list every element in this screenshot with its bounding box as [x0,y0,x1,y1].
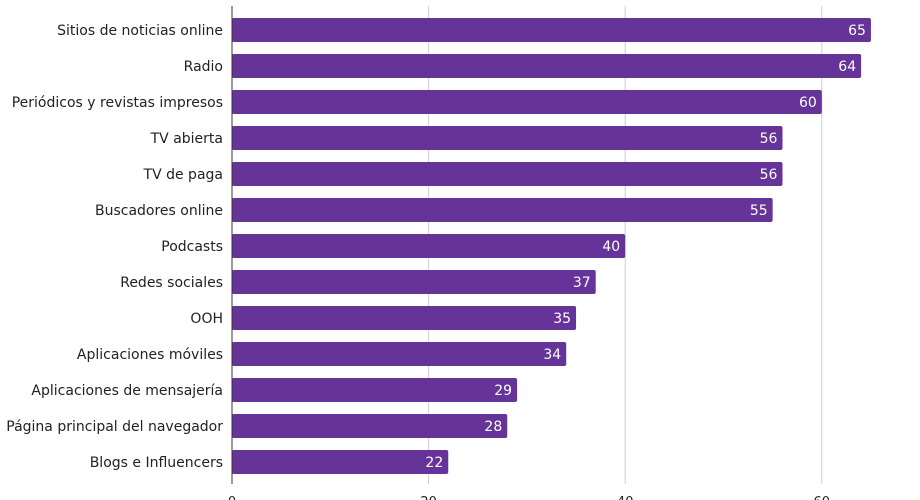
bar-value-label: 56 [760,131,778,147]
category-label: Aplicaciones móviles [77,347,223,363]
x-tick-label: 40 [617,495,634,500]
x-axis-ticks: 0 20 40 60 [228,495,830,500]
bar-value-label: 22 [425,455,443,471]
category-label: OOH [190,311,223,327]
bar-value-label: 55 [750,203,768,219]
x-tick-label: 20 [420,495,437,500]
bar [232,54,862,78]
value-labels: 65 64 60 56 56 55 40 37 35 34 29 28 22 [425,23,866,471]
bars [232,18,871,474]
bar [232,234,626,258]
bar-value-label: 56 [760,167,778,183]
bar-value-label: 35 [553,311,571,327]
bar-value-label: 65 [848,23,866,39]
bar [232,270,596,294]
category-label: Radio [184,59,223,75]
category-label: Periódicos y revistas impresos [12,95,223,111]
bar-value-label: 28 [484,419,502,435]
category-label: TV abierta [150,131,223,147]
bar [232,162,783,186]
category-label: Sitios de noticias online [57,23,223,39]
bar [232,450,449,474]
bar [232,378,518,402]
category-label: TV de paga [143,167,223,183]
bar-value-label: 34 [543,347,561,363]
bar [232,198,773,222]
bar [232,342,567,366]
bar-value-label: 29 [494,383,512,399]
category-label: Página principal del navegador [6,419,223,435]
bar [232,306,577,330]
bar-value-label: 64 [838,59,856,75]
x-tick-label: 0 [228,495,236,500]
bar-value-label: 40 [602,239,620,255]
bar [232,414,508,438]
x-tick-label: 60 [814,495,831,500]
category-label: Podcasts [161,239,223,255]
category-label: Buscadores online [95,203,223,219]
bar [232,18,871,42]
category-label: Aplicaciones de mensajería [31,383,223,399]
bar-value-label: 37 [573,275,591,291]
bar-value-label: 60 [799,95,817,111]
bar [232,90,822,114]
category-labels: Sitios de noticias online Radio Periódicos… [6,23,223,471]
category-label: Blogs e Influencers [90,455,223,471]
category-label: Redes sociales [120,275,223,291]
bar [232,126,783,150]
